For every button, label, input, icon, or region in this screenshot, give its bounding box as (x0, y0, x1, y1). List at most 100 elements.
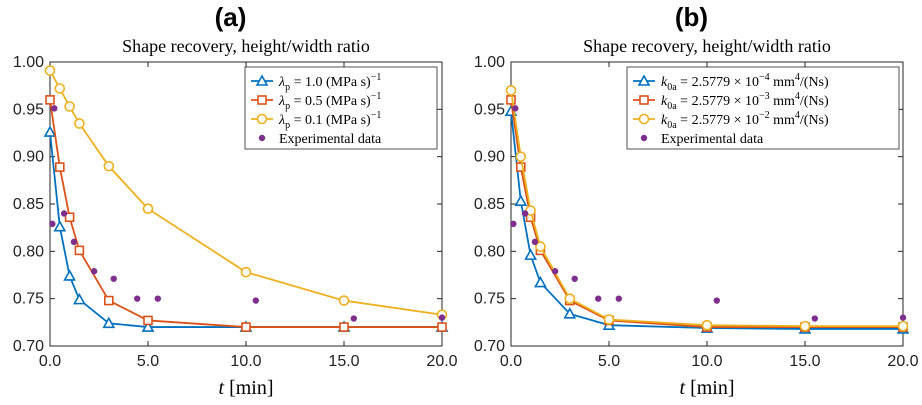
legend-entry: Experimental data (258, 132, 382, 147)
series-3 (510, 105, 907, 322)
data-point (142, 203, 154, 215)
y-tick-label: 0.95 (474, 101, 505, 118)
data-point (339, 322, 349, 332)
legend-marker (258, 134, 266, 142)
legend: k0a​ = 2.5779 × 10−4​ mm4​/(Ns)k0a​ = 2.… (626, 66, 900, 150)
x-axis-label: t [min] (219, 377, 274, 399)
legend-entry: k0a​ = 2.5779 × 10−3​ mm4​/(Ns) (633, 91, 829, 112)
x-axis-label: t [min] (680, 377, 735, 399)
y-tick-label: 0.70 (474, 338, 505, 355)
x-tick-label: 15.0 (328, 353, 359, 370)
data-point (505, 85, 517, 96)
x-tick-label: 20.0 (426, 353, 457, 370)
data-point (899, 314, 907, 321)
y-tick-label: 0.95 (13, 101, 44, 118)
data-point (531, 238, 539, 246)
y-tick-label: 1.00 (474, 54, 505, 71)
data-point (134, 295, 141, 302)
legend-entry: k0a​ = 2.5779 × 10−2​ mm4​/(Ns) (633, 110, 829, 131)
legend-entry: λp​ = 1.0 (MPa s)−1​ (251, 72, 381, 93)
data-point (799, 320, 811, 332)
data-point (74, 245, 85, 256)
data-point (506, 95, 516, 105)
legend-entry-label: λp​ = 0.1 (MPa s)−1​ (278, 110, 381, 131)
data-point (70, 238, 78, 246)
legend-marker (639, 95, 649, 105)
legend-entry: Experimental data (640, 132, 764, 147)
y-tick-label: 0.85 (13, 196, 44, 213)
series-1 (45, 95, 447, 332)
legend: λp​ = 1.0 (MPa s)−1​λp​ = 0.5 (MPa s)−1​… (244, 66, 438, 150)
data-point (104, 295, 114, 306)
data-point (54, 83, 66, 94)
data-point (535, 241, 546, 252)
x-tick-label: 15.0 (789, 353, 820, 370)
data-point (43, 125, 57, 137)
data-point (510, 220, 517, 228)
data-point (338, 295, 350, 306)
panel-label: (a) (214, 2, 247, 32)
legend-entry: λp​ = 0.5 (MPa s)−1​ (251, 91, 381, 112)
series-2 (505, 85, 909, 332)
data-point (515, 162, 526, 172)
data-point (564, 293, 576, 304)
data-point (44, 65, 56, 76)
data-point (102, 316, 116, 329)
legend-marker (638, 113, 650, 125)
legend-marker (640, 134, 648, 142)
legend-marker (255, 74, 269, 86)
x-tick-label: 10.0 (691, 353, 722, 370)
data-point (110, 275, 117, 282)
data-point (154, 295, 161, 302)
data-point (350, 315, 357, 322)
data-point (512, 105, 519, 112)
y-tick-label: 1.00 (13, 54, 44, 71)
data-point (63, 269, 76, 281)
series-3 (49, 105, 446, 322)
y-tick-label: 0.75 (13, 291, 44, 308)
data-point (241, 322, 251, 332)
y-tick-label: 0.80 (474, 243, 505, 260)
x-tick-label: 10.0 (230, 353, 261, 370)
panel-label: (b) (674, 2, 709, 32)
data-point (64, 212, 75, 223)
legend-marker (637, 74, 651, 86)
legend-box (626, 66, 900, 150)
y-tick-label: 0.80 (13, 243, 44, 260)
data-point (45, 95, 55, 105)
chart-title: Shape recovery, height/width ratio (583, 36, 831, 56)
y-tick-label: 0.85 (474, 196, 505, 213)
x-tick-label: 0.0 (39, 353, 61, 370)
data-point (73, 292, 86, 305)
data-point (524, 248, 537, 260)
chart-title: Shape recovery, height/width ratio (122, 36, 370, 56)
legend-box (244, 66, 438, 150)
legend-marker (256, 113, 268, 125)
data-point (90, 268, 98, 275)
legend-entry: λp​ = 0.1 (MPa s)−1​ (251, 110, 381, 131)
data-point (603, 314, 615, 325)
data-point (615, 295, 622, 302)
x-tick-label: 0.0 (500, 353, 522, 370)
x-tick-label: 5.0 (137, 353, 159, 370)
data-point (897, 320, 909, 332)
data-point (103, 160, 115, 172)
y-tick-label: 0.90 (474, 149, 505, 166)
data-point (515, 151, 527, 162)
legend-entry-label: λp​ = 1.0 (MPa s)−1​ (278, 72, 381, 93)
data-point (252, 297, 259, 304)
data-point (713, 297, 720, 304)
data-point (143, 315, 153, 326)
x-tick-label: 5.0 (598, 353, 620, 370)
data-point (521, 210, 529, 217)
legend-marker (257, 95, 267, 105)
legend-entry-label: Experimental data (279, 132, 382, 147)
legend-entry-label: Experimental data (661, 132, 764, 147)
data-point (240, 266, 252, 278)
y-tick-label: 0.70 (13, 338, 44, 355)
data-point (74, 118, 85, 129)
legend-entry: k0a​ = 2.5779 × 10−4​ mm4​/(Ns) (633, 72, 829, 93)
data-point (60, 210, 68, 217)
chart-a-svg: Shape recovery, height/width ratio0.700.… (13, 36, 458, 399)
chart-panel-b: (b) Shape recovery, height/width ratio 0.… (461, 0, 922, 405)
